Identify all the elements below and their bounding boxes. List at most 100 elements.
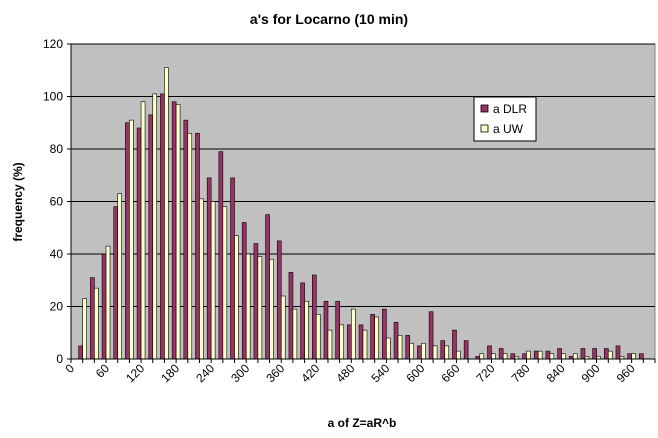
bar-dlr [183, 119, 189, 360]
bar-dlr [288, 272, 294, 360]
bar-dlr [405, 335, 411, 360]
bar-dlr [276, 240, 282, 360]
bar-dlr [533, 350, 539, 360]
chart-title: a's for Locarno (10 min) [250, 11, 408, 27]
bar-dlr [160, 93, 165, 360]
bar-uw [210, 201, 216, 360]
x-tick-label: 540 [368, 361, 392, 385]
bar-dlr [101, 253, 107, 360]
bar-uw [94, 287, 99, 360]
x-tick-label: 420 [298, 361, 322, 385]
x-tick-label: 960 [614, 361, 638, 385]
bar-uw [117, 193, 122, 360]
bar-uw [549, 353, 555, 360]
x-tick-label: 360 [263, 361, 287, 385]
bar-dlr [545, 350, 551, 360]
bar-dlr [78, 345, 83, 360]
x-tick-label: 480 [333, 361, 357, 385]
bar-uw [164, 67, 169, 360]
bar-dlr [382, 308, 387, 360]
bar-dlr [241, 222, 247, 360]
bar-dlr [136, 127, 142, 360]
legend-box [473, 96, 537, 142]
bar-uw [304, 300, 309, 360]
y-axis-title: frequency (%) [11, 162, 25, 241]
bar-uw [199, 198, 204, 360]
x-tick-label: 780 [509, 361, 533, 385]
bar-dlr [195, 132, 200, 360]
bar-dlr [510, 353, 516, 360]
bar-uw [374, 316, 379, 360]
x-tick-label: 300 [228, 361, 252, 385]
x-tick-label: 600 [403, 361, 427, 385]
bar-uw [187, 132, 193, 360]
bar-dlr [522, 353, 527, 360]
x-tick-labels: 0 60 120 180 240 300 360 420 480 540 600 660 720 780 8… [62, 361, 637, 385]
bar-uw [444, 345, 450, 360]
bar-uw [175, 104, 181, 360]
bar-uw [561, 353, 566, 360]
x-tick-label: 660 [438, 361, 462, 385]
x-tick-label: 180 [158, 361, 182, 385]
bar-dlr [417, 345, 422, 360]
legend-label-uw: a UW [493, 122, 524, 136]
bar-uw [222, 206, 228, 360]
bar-uw [245, 253, 251, 360]
y-tick-label: 80 [50, 142, 64, 156]
bar-dlr [206, 177, 212, 360]
bar-uw [362, 329, 368, 360]
bar-uw [479, 353, 485, 360]
bar-uw [409, 342, 414, 360]
bar-dlr [604, 348, 609, 360]
bar-dlr [370, 314, 375, 360]
y-tick-label: 120 [43, 37, 63, 51]
bar-uw [292, 308, 298, 360]
bar-dlr [639, 353, 644, 360]
bar-dlr [125, 122, 130, 360]
bar-uw [631, 353, 636, 360]
bar-dlr [90, 277, 95, 360]
y-tick-label: 60 [50, 195, 64, 209]
bar-uw [105, 245, 111, 360]
legend-swatch-uw [480, 124, 489, 133]
bar-dlr [253, 243, 259, 360]
bar-dlr [393, 321, 399, 360]
bar-dlr [300, 282, 305, 360]
legend-swatch-dlr [480, 104, 489, 113]
bar-uw [327, 329, 333, 360]
bar-uw [339, 324, 344, 360]
bar-uw [140, 101, 146, 360]
bar-dlr [463, 340, 469, 360]
bar-uw [386, 337, 391, 360]
bar-uw [572, 353, 578, 360]
bar-dlr [265, 214, 270, 360]
bar-uw [129, 119, 134, 360]
bar-uw [607, 350, 613, 360]
bar-dlr [557, 348, 562, 360]
bar-dlr [428, 311, 434, 360]
bar-uw [456, 350, 461, 360]
x-tick-label: 840 [544, 361, 568, 385]
bar-dlr [323, 300, 329, 360]
x-tick-label: 120 [123, 361, 147, 385]
bar-uw [502, 353, 508, 360]
y-tick-label: 20 [50, 300, 64, 314]
bar-dlr [230, 177, 235, 360]
y-tick-labels: 0 20 40 60 80 100 120 [43, 37, 63, 366]
bar-dlr [312, 274, 317, 360]
bar-uw [257, 256, 263, 360]
x-axis-title: a of Z=aR^b [328, 416, 397, 430]
bar-dlr [218, 151, 224, 360]
axes [67, 43, 656, 363]
bar-uw [397, 335, 403, 360]
bar-uw [234, 235, 239, 360]
y-tick-label: 40 [50, 247, 64, 261]
bar-uw [269, 258, 274, 360]
bar-uw [432, 345, 438, 360]
legend: a DLR a UW [473, 96, 537, 142]
bar-uw [491, 353, 496, 360]
bar-dlr [627, 353, 632, 360]
bars [78, 67, 644, 360]
bar-dlr [347, 324, 352, 360]
bar-dlr [592, 348, 597, 360]
